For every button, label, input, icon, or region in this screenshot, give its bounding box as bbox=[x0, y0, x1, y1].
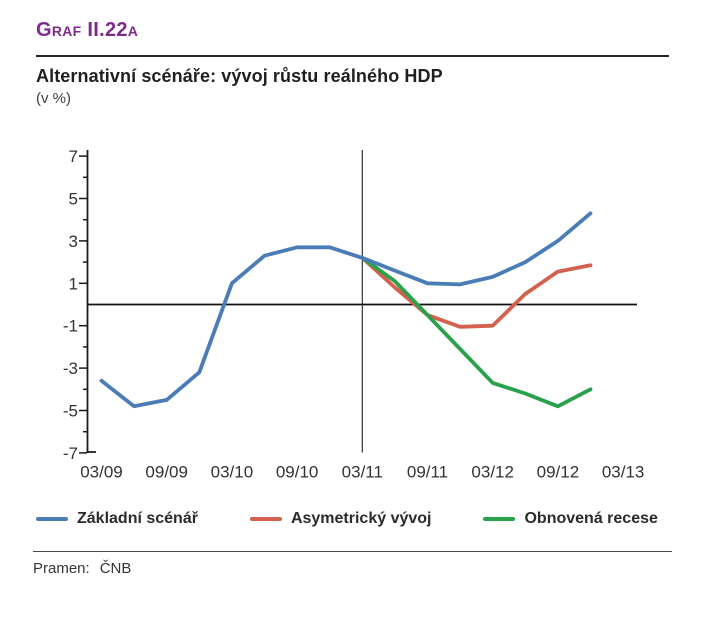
y-tick-label: -5 bbox=[63, 402, 78, 421]
x-axis-labels: 03/09 09/09 03/10 09/10 03/11 09/11 03/12 09/12… bbox=[80, 463, 644, 482]
figure-unit-label: (v %) bbox=[36, 90, 71, 107]
source-line: Pramen: ČNB bbox=[33, 560, 131, 577]
x-tick-label: 09/12 bbox=[537, 463, 580, 482]
legend-label: Základní scénář bbox=[77, 510, 198, 527]
series-line-asymetrick-v-voj bbox=[360, 255, 593, 329]
y-tick-label: 1 bbox=[69, 274, 78, 293]
x-tick-label: 09/11 bbox=[407, 463, 448, 482]
y-tick-label: -7 bbox=[63, 444, 78, 463]
x-tick-label: 03/10 bbox=[211, 463, 254, 482]
x-tick-label: 09/09 bbox=[145, 463, 188, 482]
source-value: ČNB bbox=[99, 560, 132, 577]
legend-label: Asymetrický vývoj bbox=[290, 510, 432, 527]
x-tick-label: 03/13 bbox=[602, 463, 645, 482]
series-line-z-kladn-sc-n bbox=[99, 211, 593, 409]
legend-item-asymetrick-v-voj: Asymetrický vývoj bbox=[249, 510, 432, 528]
x-tick-label: 09/10 bbox=[276, 463, 319, 482]
y-axis: -7 -5 -3 -1 1 3 5 7 bbox=[63, 147, 96, 463]
legend-label: Obnovená recese bbox=[524, 510, 658, 527]
source-label: Pramen: bbox=[33, 560, 90, 577]
header-rule bbox=[36, 55, 669, 58]
y-tick-label: 3 bbox=[69, 232, 78, 251]
figure-title: Alternativní scénáře: vývoj růstu reálné… bbox=[36, 66, 443, 86]
footer-rule bbox=[33, 551, 672, 553]
legend-item-z-kladn-sc-n: Základní scénář bbox=[36, 510, 198, 528]
chart-legend: Základní scénář Asymetrický vývoj Obnovená… bbox=[36, 510, 676, 528]
legend-swatch-line bbox=[36, 516, 68, 522]
x-tick-label: 03/12 bbox=[471, 463, 514, 482]
y-tick-label: 5 bbox=[69, 190, 78, 209]
x-tick-label: 03/09 bbox=[80, 463, 123, 482]
figure-number: Graf II.22a bbox=[36, 19, 139, 41]
series-line-obnoven-recese bbox=[360, 255, 593, 409]
legend-item-obnoven-recese: Obnovená recese bbox=[483, 510, 658, 528]
y-tick-label: 7 bbox=[69, 147, 78, 166]
y-tick-label: -3 bbox=[63, 359, 78, 378]
legend-swatch-line bbox=[249, 516, 282, 522]
y-tick-label: -1 bbox=[63, 317, 78, 336]
x-tick-label: 03/11 bbox=[342, 463, 383, 482]
legend-swatch-line bbox=[483, 516, 516, 522]
